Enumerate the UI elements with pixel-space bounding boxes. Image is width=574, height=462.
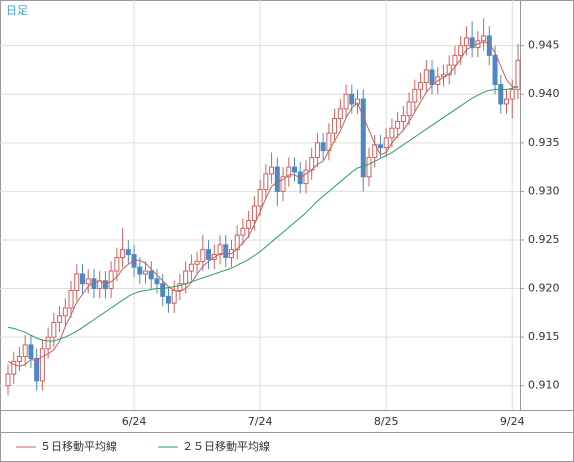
candle-body bbox=[389, 127, 395, 139]
candle-body bbox=[286, 166, 292, 178]
candle-body bbox=[177, 283, 183, 291]
y-tick-label: 0.915 bbox=[528, 330, 560, 343]
candle-body bbox=[377, 144, 383, 149]
candle-body bbox=[108, 270, 114, 290]
candle-body bbox=[57, 315, 63, 324]
candle-body bbox=[137, 266, 143, 275]
candle-body bbox=[504, 98, 510, 105]
candle-body bbox=[39, 348, 45, 382]
candle-body bbox=[160, 283, 166, 297]
candle-body bbox=[251, 205, 257, 222]
candle-body bbox=[383, 137, 389, 149]
candle-body bbox=[143, 270, 149, 275]
candle-body bbox=[360, 98, 366, 178]
candle-body bbox=[188, 263, 194, 272]
candle-body bbox=[263, 173, 269, 190]
candle-body bbox=[452, 54, 458, 66]
candle-body bbox=[446, 64, 452, 76]
candle-body bbox=[68, 289, 74, 309]
candle-body bbox=[240, 227, 246, 236]
y-tick-label: 0.925 bbox=[528, 233, 560, 246]
candle-body bbox=[114, 256, 120, 272]
candle-body bbox=[366, 156, 372, 178]
candle-body bbox=[486, 35, 492, 56]
candle-body bbox=[148, 270, 154, 280]
y-tick-label: 0.940 bbox=[528, 87, 560, 100]
period-label: 日足 bbox=[6, 4, 28, 17]
candle-body bbox=[62, 307, 68, 317]
candle-body bbox=[85, 278, 91, 285]
candle-body bbox=[269, 166, 275, 175]
candle-body bbox=[509, 88, 515, 100]
candle-body bbox=[458, 45, 464, 56]
candle-body bbox=[206, 249, 212, 260]
candle-body bbox=[74, 273, 80, 291]
candle-body bbox=[320, 142, 326, 152]
candle-body bbox=[194, 260, 200, 265]
legend-label: ２５日移動平均線 bbox=[182, 439, 270, 453]
candle-body bbox=[11, 360, 17, 375]
candle-body bbox=[280, 176, 286, 192]
candle-body bbox=[5, 373, 11, 387]
candle-body bbox=[217, 244, 223, 256]
y-tick-label: 0.910 bbox=[528, 379, 560, 392]
x-tick-label: 7/24 bbox=[248, 415, 273, 428]
y-tick-label: 0.935 bbox=[528, 136, 560, 149]
candle-body bbox=[423, 69, 429, 84]
candle-body bbox=[469, 37, 475, 49]
candle-body bbox=[28, 344, 34, 360]
candle-body bbox=[292, 166, 297, 173]
candle-body bbox=[395, 120, 401, 129]
candle-body bbox=[412, 88, 418, 103]
y-tick-label: 0.920 bbox=[528, 282, 560, 295]
candle-body bbox=[515, 59, 521, 90]
x-tick-label: 8/25 bbox=[374, 415, 399, 428]
candle-body bbox=[418, 82, 424, 90]
candle-body bbox=[120, 249, 126, 258]
candle-body bbox=[498, 84, 504, 105]
candle-body bbox=[406, 101, 412, 117]
candle-body bbox=[125, 249, 131, 256]
candle-body bbox=[246, 220, 252, 229]
candle-body bbox=[16, 356, 22, 362]
candle-body bbox=[429, 69, 435, 86]
candle-body bbox=[481, 35, 487, 42]
candle-body bbox=[257, 188, 263, 207]
y-tick-label: 0.930 bbox=[528, 184, 560, 197]
candle-body bbox=[102, 280, 108, 290]
candle-body bbox=[400, 115, 406, 122]
x-tick-label: 6/24 bbox=[122, 415, 147, 428]
candle-body bbox=[349, 93, 355, 105]
moving-average bbox=[7, 41, 519, 367]
candle-body bbox=[34, 358, 40, 382]
candle-body bbox=[79, 273, 85, 285]
candle-body bbox=[45, 336, 51, 350]
candle-body bbox=[51, 322, 57, 338]
candle-body bbox=[337, 108, 343, 120]
legend-label: ５日移動平均線 bbox=[40, 439, 117, 453]
candle-body bbox=[154, 278, 160, 285]
candle-body bbox=[332, 118, 338, 134]
candle-body bbox=[314, 142, 320, 158]
y-tick-label: 0.945 bbox=[528, 39, 560, 52]
candle-body bbox=[183, 270, 189, 285]
candle-body bbox=[22, 344, 28, 358]
candle-body bbox=[492, 54, 498, 86]
candle-body bbox=[463, 37, 469, 47]
candle-body bbox=[223, 244, 229, 258]
candle-body bbox=[200, 249, 206, 262]
candle-body bbox=[343, 93, 349, 110]
candle-body bbox=[234, 234, 240, 251]
candle-body bbox=[303, 169, 309, 185]
candle-body bbox=[274, 166, 280, 192]
candle-body bbox=[171, 289, 177, 304]
candle-body bbox=[165, 295, 171, 304]
x-tick-label: 9/24 bbox=[500, 415, 525, 428]
moving-average bbox=[7, 85, 519, 342]
